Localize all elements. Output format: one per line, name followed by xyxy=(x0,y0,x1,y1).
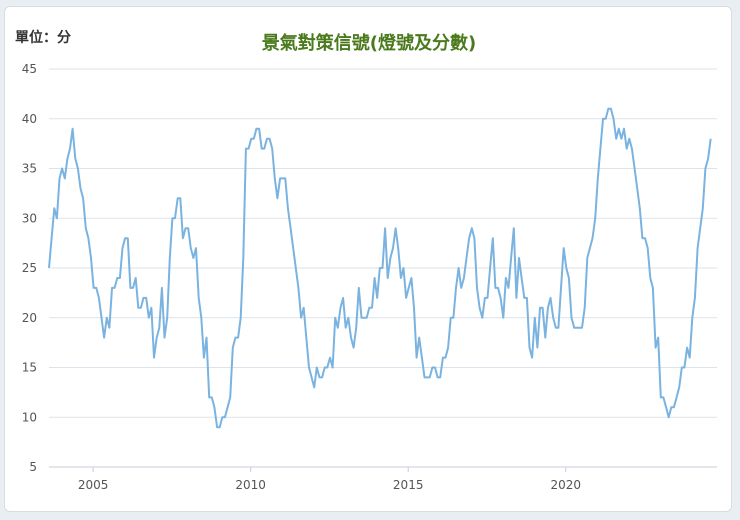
x-tick-label: 2015 xyxy=(393,478,424,492)
y-tick-label: 30 xyxy=(22,211,37,225)
chart-title: 景氣對策信號(燈號及分數) xyxy=(262,32,476,54)
y-tick-label: 35 xyxy=(22,162,37,176)
y-tick-label: 10 xyxy=(22,410,37,424)
y-axis: 5 10 15 20 25 30 35 40 45 xyxy=(22,62,37,474)
x-tick-label: 2010 xyxy=(235,478,266,492)
series-group xyxy=(48,107,712,429)
line-chart: 景氣對策信號(燈號及分數) 5 10 15 20 25 30 35 40 45 2005 2010… xyxy=(22,32,717,492)
x-tick-label: 2005 xyxy=(78,478,109,492)
y-tick-label: 15 xyxy=(22,361,37,375)
chart-card: 單位：分 景氣對策信號(燈號及分數) 5 10 15 20 25 30 35 40 45 200… xyxy=(4,6,732,512)
x-tick-label: 2020 xyxy=(550,478,581,492)
y-tick-label: 5 xyxy=(29,460,37,474)
y-tick-label: 40 xyxy=(22,112,37,126)
unit-label: 單位：分 xyxy=(15,30,71,46)
series-line-0 xyxy=(48,107,712,429)
y-tick-label: 45 xyxy=(22,62,37,76)
x-axis: 2005 2010 2015 2020 xyxy=(78,467,581,492)
y-tick-label: 20 xyxy=(22,311,37,325)
y-tick-label: 25 xyxy=(22,261,37,275)
